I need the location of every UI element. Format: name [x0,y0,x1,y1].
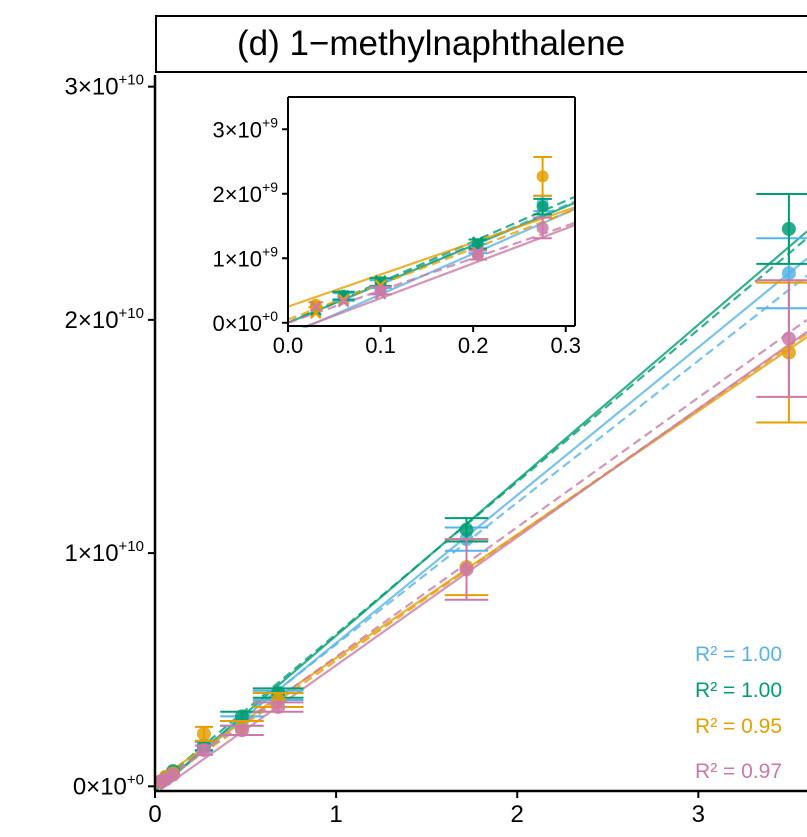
main-panel-y-tick-label: 3×10+10 [64,72,144,101]
data-point-blue [781,266,796,281]
main-panel-y-tick-label: 2×10+10 [64,305,144,334]
inset-panel-series-orange [288,206,576,321]
main-panel-x-tick-label: 3 [692,801,705,828]
data-point-green [781,221,796,236]
inset-panel-y-tick-label-exponent: +9 [262,243,278,259]
cross-marker-pink [309,300,322,313]
data-point-green [471,238,484,251]
data-point-pink [459,562,474,577]
inset-panel-plot-area [288,155,576,328]
main-panel-x-tick-label: 2 [511,801,524,828]
inset-panel-background [288,97,575,326]
cross-marker-green [374,274,387,287]
data-point-orange [536,170,549,183]
main-panel-y-tick-label-mantissa: 0×10 [73,773,127,800]
inset-panel-y-tick-label-mantissa: 2×10 [212,182,262,207]
main-panel-y-tick-label-mantissa: 2×10 [64,307,118,334]
main-panel-y-tick-label: 1×10+10 [64,538,144,567]
cross-marker-pink [374,287,387,300]
data-point-pink [781,331,796,346]
main-panel: 0 1 2 30×10+01×10+102×10+103×10+10 [64,72,807,828]
data-point-pink [536,221,549,234]
data-point-green [234,709,249,724]
main-panel-y-tick-label-exponent: +10 [119,305,144,322]
inset-panel-y-tick-label-mantissa: 3×10 [212,117,262,142]
data-point-green [459,522,474,537]
chart-title: (d) 1−methylnaphthalene [155,15,807,73]
inset-panel-markers-pink [309,216,552,313]
data-point-pink [234,723,249,738]
fit-line-dashed-blue [155,274,807,788]
main-panel-y-tick-label-mantissa: 3×10 [64,74,118,101]
data-point-orange [309,298,322,311]
inset-panel-y-tick-label-exponent: +9 [262,114,278,130]
inset-panel-y-tick-label: 0×10+0 [212,308,278,336]
main-panel-y-tick-label: 0×10+0 [73,771,144,800]
data-point-pink [196,743,211,758]
main-panel-x-tick-label: 1 [329,801,342,828]
data-point-pink [271,700,286,715]
main-panel-y-tick-label-exponent: +10 [119,72,144,89]
fit-line-pink [306,224,576,328]
main-panel-x-tick-label: 0 [148,801,161,828]
r-squared-label-orange: R² = 0.95 [695,715,782,738]
inset-panel-x-tick-label: 0.1 [365,333,396,358]
inset-panel-x-tick-label: 0.3 [550,333,581,358]
main-panel-y-tick-label-exponent: +10 [119,538,144,555]
cross-marker-orange [337,293,350,306]
r-squared-label-pink: R² = 0.97 [695,760,782,783]
main-panel-series-pink [155,318,807,791]
cross-marker-pink [471,245,484,258]
inset-panel: 0.0 0.1 0.2 0.30×10+01×10+92×10+93×10+9 [212,96,581,358]
inset-panel-y-tick-label-exponent: +0 [262,308,278,324]
r-squared-annotations: R² = 1.00 R² = 1.00 R² = 0.95 R² = 0.97 [695,643,782,783]
r-squared-label-green: R² = 1.00 [695,679,782,702]
fit-line-pink [159,330,807,791]
cross-marker-pink [337,295,350,308]
inset-panel-x-tick-label: 0.2 [458,333,489,358]
inset-panel-y-tick-label: 3×10+9 [212,114,278,142]
cross-marker-green [471,236,484,248]
data-point-pink [471,249,484,262]
main-panel-y-tick-label-mantissa: 1×10 [64,540,118,567]
data-point-pink [166,767,181,782]
fit-line-orange [288,206,576,308]
inset-panel-y-tick-label-exponent: +9 [262,179,278,195]
main-panel-plot-area [155,192,807,793]
fit-line-dashed-green [288,195,576,324]
inset-panel-y-tick-label: 1×10+9 [212,243,278,271]
inset-panel-x-tick-label: 0.0 [273,333,304,358]
fit-line-dashed-green [155,237,807,788]
fit-line-dashed-pink [288,221,576,324]
fit-line-dashed-orange [288,208,576,321]
data-point-orange [196,726,211,741]
inset-panel-y-tick-label-mantissa: 1×10 [212,246,262,271]
inset-panel-series-pink [288,221,576,328]
data-point-pink [374,284,387,297]
data-point-green [536,200,549,213]
inset-panel-y-tick-label: 2×10+9 [212,179,278,207]
main-panel-y-tick-label-exponent: +0 [127,771,144,788]
main-panel-markers-pink [155,279,807,789]
r-squared-label-blue: R² = 1.00 [695,643,782,666]
fit-line-dashed-pink [155,318,807,788]
inset-panel-y-tick-label-mantissa: 0×10 [212,311,262,336]
